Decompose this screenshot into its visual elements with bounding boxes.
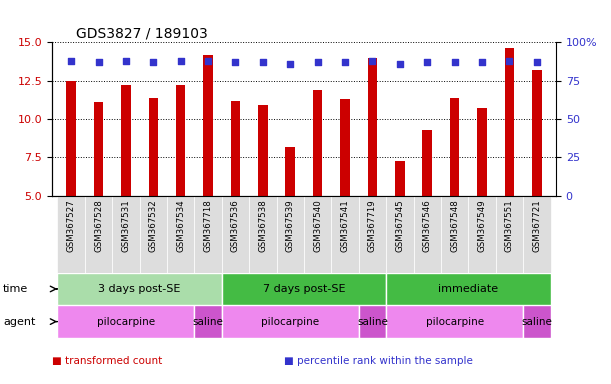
Text: GSM367551: GSM367551 <box>505 200 514 252</box>
Bar <box>231 101 240 196</box>
Point <box>505 58 514 64</box>
Bar <box>532 70 541 196</box>
Bar <box>313 90 323 196</box>
Bar <box>523 196 551 273</box>
Bar <box>450 98 459 196</box>
Text: GSM367548: GSM367548 <box>450 200 459 252</box>
Text: GSM367718: GSM367718 <box>203 200 213 252</box>
Text: GSM367532: GSM367532 <box>149 200 158 252</box>
Point <box>66 58 76 64</box>
Bar <box>359 196 386 273</box>
Text: immediate: immediate <box>438 284 499 294</box>
Bar <box>203 55 213 196</box>
Bar <box>285 147 295 196</box>
Bar <box>167 196 194 273</box>
Point <box>450 59 459 65</box>
Text: GSM367534: GSM367534 <box>176 200 185 252</box>
Text: GSM367719: GSM367719 <box>368 200 377 252</box>
Text: time: time <box>3 284 28 294</box>
Point <box>93 59 103 65</box>
Text: GSM367545: GSM367545 <box>395 200 404 252</box>
Text: GSM367549: GSM367549 <box>478 200 486 252</box>
Bar <box>67 81 76 196</box>
Bar <box>222 196 249 273</box>
Text: agent: agent <box>3 316 35 327</box>
Point <box>203 58 213 64</box>
Bar <box>395 161 404 196</box>
Bar <box>496 196 523 273</box>
Point <box>176 58 186 64</box>
Text: saline: saline <box>521 316 552 327</box>
Text: pilocarpine: pilocarpine <box>97 316 155 327</box>
Bar <box>304 196 331 273</box>
Text: GSM367546: GSM367546 <box>423 200 432 252</box>
Bar <box>277 196 304 273</box>
Text: GSM367527: GSM367527 <box>67 200 76 252</box>
Text: 3 days post-SE: 3 days post-SE <box>98 284 181 294</box>
Bar <box>414 196 441 273</box>
Text: pilocarpine: pilocarpine <box>426 316 484 327</box>
Bar <box>222 273 386 305</box>
Point <box>285 61 295 67</box>
Bar <box>57 273 222 305</box>
Point <box>395 61 404 67</box>
Bar <box>469 196 496 273</box>
Text: GSM367538: GSM367538 <box>258 200 268 252</box>
Bar <box>441 196 469 273</box>
Text: GSM367540: GSM367540 <box>313 200 322 252</box>
Bar <box>368 58 377 196</box>
Bar <box>523 305 551 338</box>
Bar <box>176 85 186 196</box>
Point <box>148 59 158 65</box>
Bar <box>85 196 112 273</box>
Bar <box>422 130 432 196</box>
Bar <box>340 99 350 196</box>
Text: pilocarpine: pilocarpine <box>262 316 320 327</box>
Text: saline: saline <box>357 316 388 327</box>
Text: GSM367541: GSM367541 <box>340 200 349 252</box>
Point <box>230 59 240 65</box>
Bar <box>331 196 359 273</box>
Point <box>422 59 432 65</box>
Bar <box>57 305 194 338</box>
Text: GSM367528: GSM367528 <box>94 200 103 252</box>
Bar <box>386 305 523 338</box>
Text: GSM367539: GSM367539 <box>286 200 295 252</box>
Bar <box>121 85 131 196</box>
Text: GSM367531: GSM367531 <box>122 200 130 252</box>
Bar <box>194 196 222 273</box>
Text: saline: saline <box>192 316 224 327</box>
Bar <box>194 305 222 338</box>
Text: ■ percentile rank within the sample: ■ percentile rank within the sample <box>284 356 473 366</box>
Bar <box>139 196 167 273</box>
Point <box>121 58 131 64</box>
Point <box>477 59 487 65</box>
Text: GSM367721: GSM367721 <box>532 200 541 252</box>
Bar <box>249 196 277 273</box>
Bar <box>148 98 158 196</box>
Bar <box>57 196 85 273</box>
Text: GSM367536: GSM367536 <box>231 200 240 252</box>
Point <box>368 58 378 64</box>
Bar <box>505 48 514 196</box>
Bar <box>222 305 359 338</box>
Point <box>313 59 323 65</box>
Bar <box>359 305 386 338</box>
Point <box>258 59 268 65</box>
Text: GDS3827 / 189103: GDS3827 / 189103 <box>76 26 208 40</box>
Text: ■ transformed count: ■ transformed count <box>52 356 162 366</box>
Bar <box>258 105 268 196</box>
Bar <box>386 273 551 305</box>
Point <box>340 59 350 65</box>
Point <box>532 59 542 65</box>
Bar <box>112 196 139 273</box>
Bar <box>477 108 487 196</box>
Bar <box>386 196 414 273</box>
Bar <box>93 102 103 196</box>
Text: 7 days post-SE: 7 days post-SE <box>263 284 345 294</box>
